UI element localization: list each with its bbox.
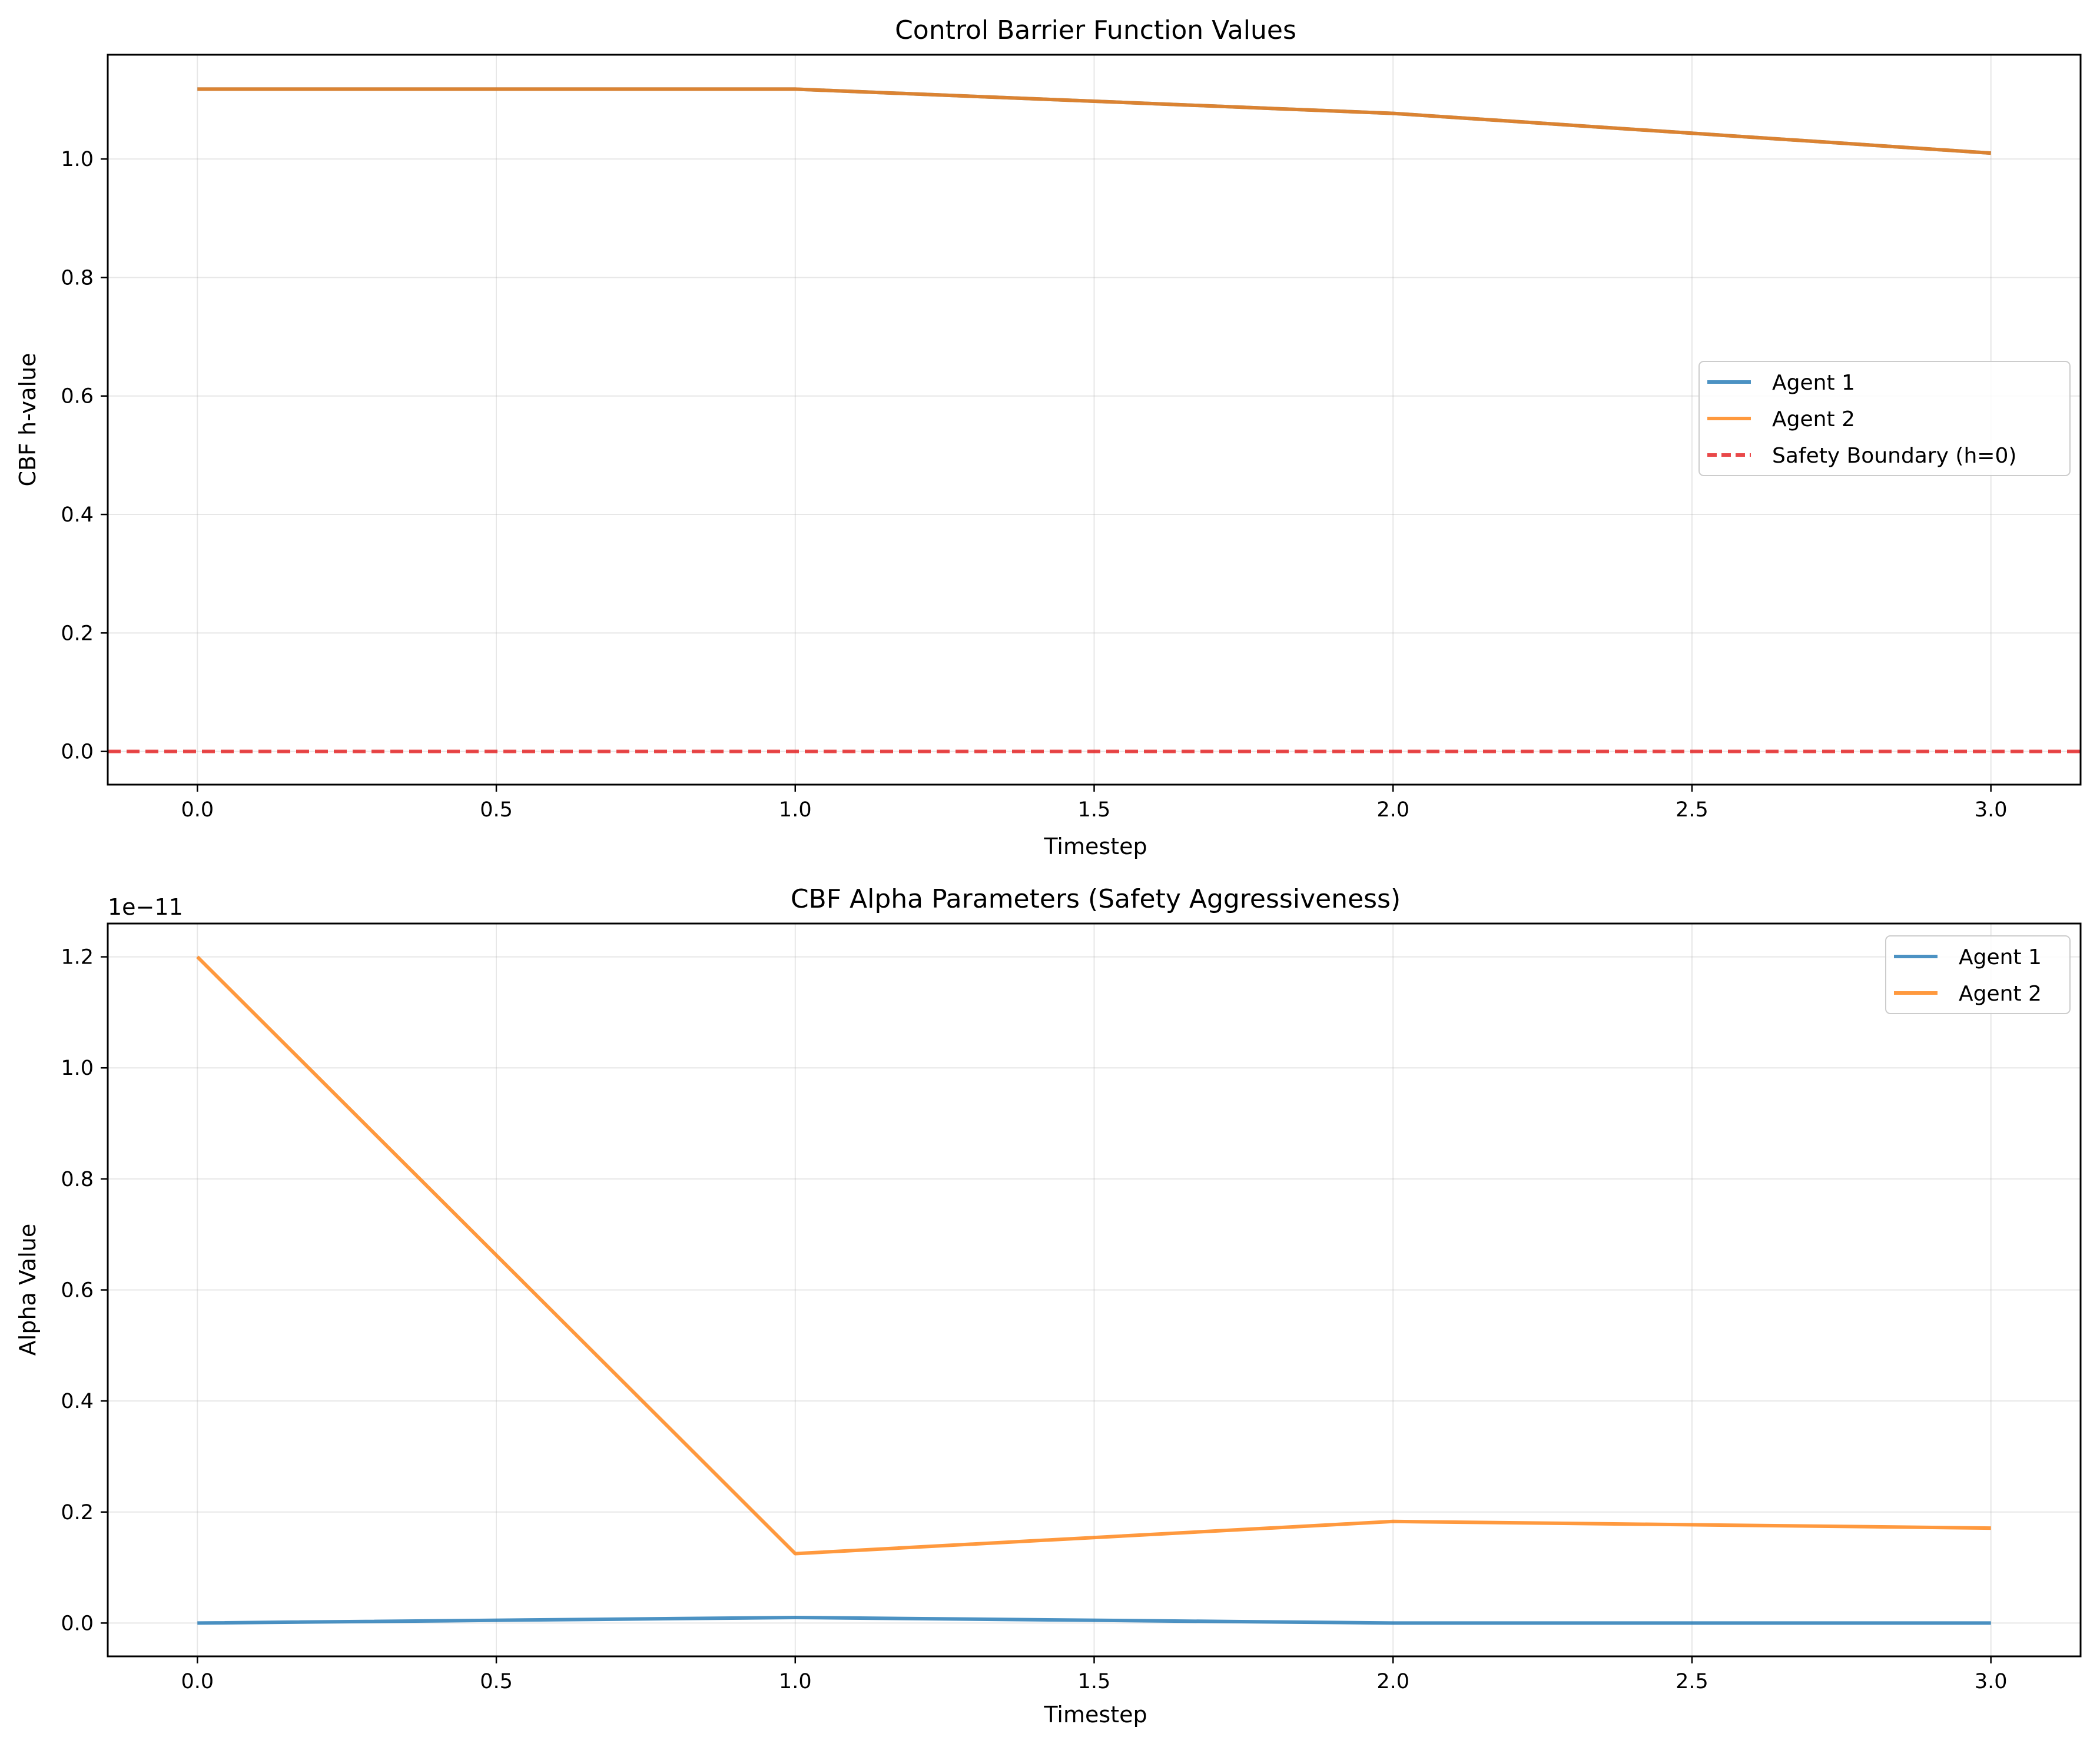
legend: Agent 1 Agent 2 (1885, 935, 2071, 1014)
y-tick-label: 0.0 (61, 740, 94, 764)
x-tick-label: 1.0 (779, 1670, 812, 1693)
chart-title: Control Barrier Function Values (895, 15, 1296, 45)
y-tick-label: 1.0 (61, 1057, 94, 1080)
legend-label-agent-1: Agent 1 (1959, 945, 2042, 969)
y-tick-label: 1.0 (61, 148, 94, 171)
series-line-agent-2 (197, 87, 1991, 155)
x-tick-label: 2.0 (1376, 1670, 1409, 1693)
y-axis-label: CBF h-value (15, 353, 41, 486)
x-axis-ticks: 0.0 0.5 1.0 1.5 2.0 2.5 3.0 (181, 785, 2008, 822)
y-axis-label: Alpha Value (15, 1224, 41, 1356)
y-tick-label: 0.4 (61, 1390, 94, 1413)
legend-box (1698, 361, 2071, 476)
y-offset-label: 1e−11 (108, 894, 183, 920)
y-tick-label: 0.8 (61, 266, 94, 290)
grid-lines (108, 924, 2081, 1656)
legend-label-safety-boundary-h-0: Safety Boundary (h=0) (1772, 444, 2016, 468)
series-layer (196, 955, 1991, 1625)
series-line-agent-1 (197, 1616, 1991, 1625)
x-tick-label: 0.5 (480, 798, 513, 822)
x-tick-label: 0.5 (480, 1670, 513, 1693)
x-axis-ticks: 0.0 0.5 1.0 1.5 2.0 2.5 3.0 (181, 1656, 2008, 1693)
x-tick-label: 2.5 (1676, 798, 1708, 822)
legend: Agent 1 Agent 2 Safety Boundary (h=0) (1698, 361, 2071, 476)
y-tick-label: 0.6 (61, 385, 94, 408)
x-tick-label: 0.0 (181, 798, 214, 822)
chart-title: CBF Alpha Parameters (Safety Aggressiven… (791, 884, 1401, 914)
x-tick-label: 1.5 (1078, 798, 1111, 822)
x-tick-label: 3.0 (1975, 1670, 2008, 1693)
y-tick-label: 0.4 (61, 503, 94, 527)
series-layer (108, 87, 2081, 753)
x-tick-label: 1.5 (1078, 1670, 1111, 1693)
cbf-values-subplot: Control Barrier Function Values 0.0 0.5 1.… (15, 15, 2082, 859)
x-tick-label: 1.0 (779, 798, 812, 822)
legend-label-agent-2: Agent 2 (1959, 982, 2042, 1006)
y-tick-label: 0.2 (61, 1501, 94, 1525)
y-tick-label: 0.0 (61, 1612, 94, 1635)
series-line-agent-2 (196, 955, 1991, 1556)
y-tick-label: 0.2 (61, 622, 94, 645)
x-tick-label: 2.5 (1676, 1670, 1708, 1693)
y-tick-label: 0.6 (61, 1279, 94, 1303)
x-axis-label: Timestep (1043, 833, 1147, 859)
y-tick-label: 0.8 (61, 1168, 94, 1191)
cbf-alpha-subplot: CBF Alpha Parameters (Safety Aggressiven… (15, 884, 2082, 1728)
y-axis-ticks: 0.0 0.2 0.4 0.6 0.8 1.0 (61, 148, 108, 764)
legend-label-agent-1: Agent 1 (1772, 371, 1855, 395)
x-tick-label: 3.0 (1975, 798, 2008, 822)
x-tick-label: 2.0 (1376, 798, 1409, 822)
y-axis-ticks: 0.0 0.2 0.4 0.6 0.8 1.0 1.2 (61, 946, 108, 1635)
legend-label-agent-2: Agent 2 (1772, 407, 1855, 431)
x-tick-label: 0.0 (181, 1670, 214, 1693)
x-axis-label: Timestep (1043, 1702, 1147, 1728)
y-tick-label: 1.2 (61, 946, 94, 969)
